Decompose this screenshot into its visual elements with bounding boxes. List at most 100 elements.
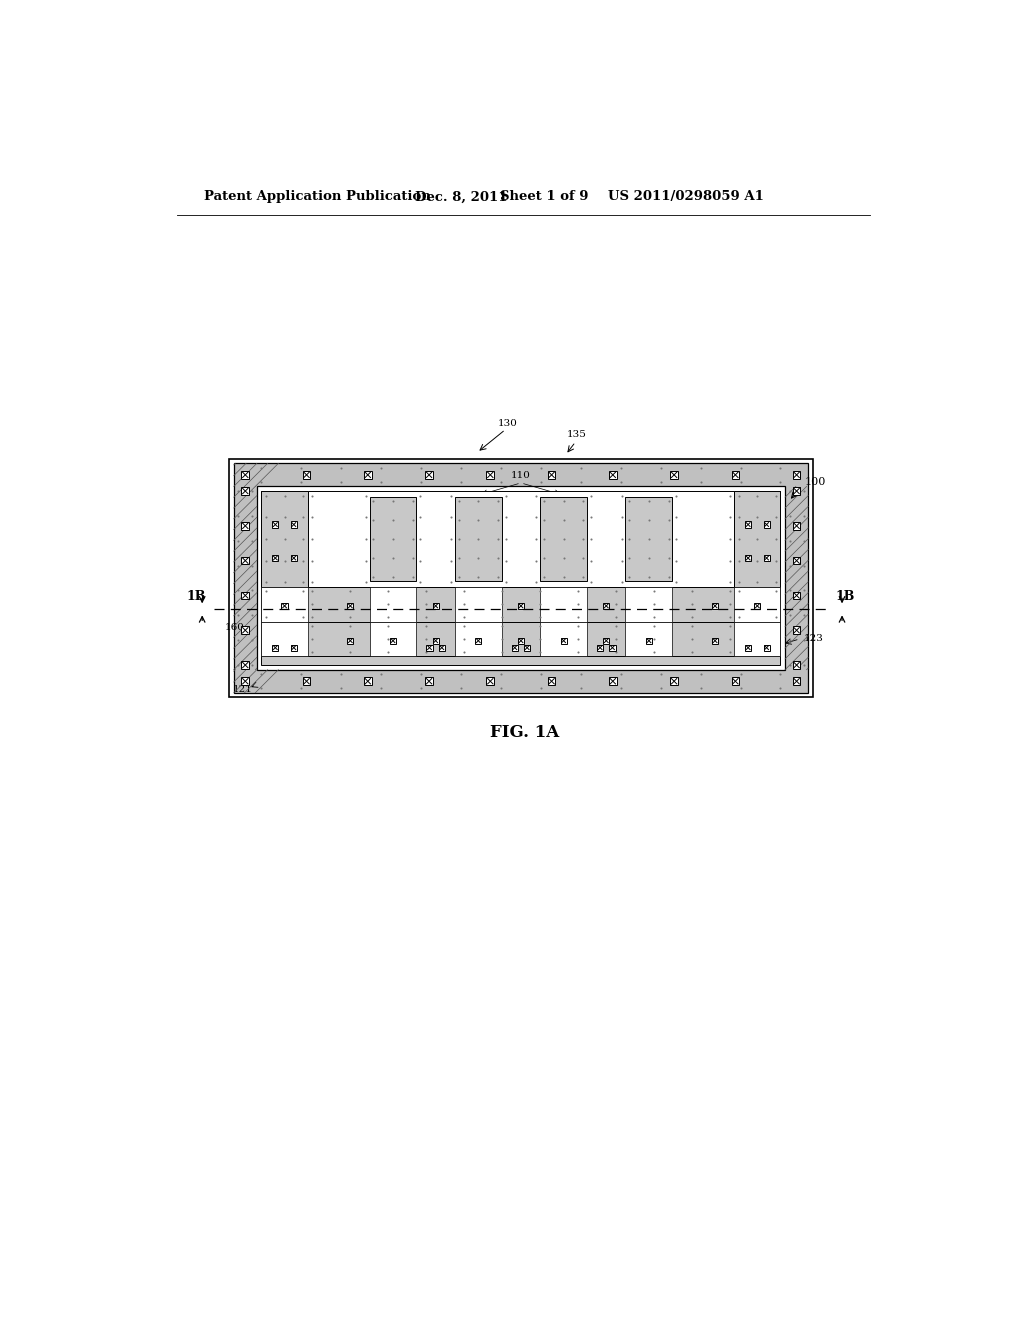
Bar — [455, 622, 502, 656]
Bar — [242, 557, 249, 565]
Text: FIG. 1A: FIG. 1A — [490, 723, 559, 741]
Bar — [518, 638, 524, 644]
Text: 150b: 150b — [423, 535, 449, 544]
Bar — [242, 627, 249, 634]
Bar — [734, 622, 780, 656]
Bar — [764, 521, 770, 528]
Bar — [626, 496, 673, 581]
Bar — [242, 677, 249, 685]
Bar — [609, 471, 616, 479]
Bar — [671, 471, 678, 479]
Text: 137a: 137a — [272, 645, 297, 655]
Text: 110c: 110c — [552, 576, 574, 585]
Bar — [793, 677, 801, 685]
Text: 150c: 150c — [509, 535, 532, 544]
Text: 121: 121 — [233, 685, 253, 693]
Text: 160: 160 — [225, 623, 245, 632]
Bar — [425, 471, 433, 479]
Bar — [370, 496, 417, 581]
Text: 140: 140 — [263, 503, 283, 512]
Bar — [626, 622, 673, 656]
Text: 140a: 140a — [311, 515, 336, 524]
Bar — [261, 587, 780, 622]
Text: US 2011/0298059 A1: US 2011/0298059 A1 — [608, 190, 764, 203]
Bar — [261, 587, 307, 622]
Bar — [793, 487, 801, 495]
Text: 111: 111 — [311, 498, 332, 507]
Bar — [291, 521, 297, 528]
Bar — [793, 627, 801, 634]
Bar — [603, 603, 609, 609]
Bar — [272, 521, 279, 528]
Bar — [425, 677, 433, 685]
Text: 150a: 150a — [311, 532, 336, 541]
Text: 1B: 1B — [836, 590, 855, 603]
Bar — [540, 496, 587, 581]
Bar — [548, 677, 555, 685]
Text: 110d: 110d — [637, 576, 660, 585]
Bar — [671, 677, 678, 685]
Bar — [764, 554, 770, 561]
Bar — [518, 603, 524, 609]
Bar — [731, 471, 739, 479]
Bar — [229, 459, 813, 697]
Bar — [303, 471, 310, 479]
Bar — [261, 622, 307, 656]
Bar — [712, 638, 718, 644]
Text: 120b: 120b — [744, 590, 770, 599]
Bar — [793, 661, 801, 669]
Text: Patent Application Publication: Patent Application Publication — [204, 190, 430, 203]
Text: 113: 113 — [711, 498, 730, 507]
Bar — [560, 638, 566, 644]
Bar — [370, 622, 417, 656]
Bar — [764, 644, 770, 651]
Bar — [745, 644, 752, 651]
Bar — [364, 677, 372, 685]
Bar — [261, 491, 307, 587]
Text: 150e: 150e — [707, 532, 730, 541]
Bar — [512, 644, 518, 651]
Bar — [242, 661, 249, 669]
Bar — [734, 587, 780, 622]
Bar — [524, 644, 530, 651]
Bar — [242, 521, 249, 529]
Text: 150d: 150d — [594, 535, 618, 544]
Bar — [745, 521, 752, 528]
Bar — [291, 644, 297, 651]
Bar — [455, 496, 502, 581]
Text: 145b: 145b — [744, 632, 770, 642]
Text: 110: 110 — [511, 471, 530, 480]
Text: 145: 145 — [510, 634, 531, 644]
Bar — [257, 487, 785, 669]
Bar — [432, 638, 438, 644]
Bar — [455, 587, 502, 622]
Bar — [242, 487, 249, 495]
Text: 120a: 120a — [272, 590, 297, 599]
Bar — [597, 644, 603, 651]
Text: 100: 100 — [804, 477, 825, 487]
Text: Dec. 8, 2011: Dec. 8, 2011 — [416, 190, 508, 203]
Bar — [272, 554, 279, 561]
Bar — [370, 587, 417, 622]
Bar — [261, 491, 780, 665]
Bar — [242, 591, 249, 599]
Bar — [475, 638, 481, 644]
Text: 130: 130 — [498, 418, 518, 428]
Bar — [755, 603, 761, 609]
Bar — [282, 603, 288, 609]
Bar — [540, 622, 587, 656]
Text: Sheet 1 of 9: Sheet 1 of 9 — [500, 190, 589, 203]
Bar — [626, 587, 673, 622]
Bar — [734, 491, 780, 587]
Bar — [603, 638, 609, 644]
Bar — [261, 622, 780, 656]
Text: 150e: 150e — [702, 535, 727, 544]
Bar — [307, 491, 734, 587]
Bar — [731, 677, 739, 685]
Bar — [364, 471, 372, 479]
Bar — [347, 638, 353, 644]
Text: 135: 135 — [567, 430, 587, 440]
Bar — [745, 554, 752, 561]
Text: 137b: 137b — [744, 645, 770, 655]
Bar — [793, 591, 801, 599]
